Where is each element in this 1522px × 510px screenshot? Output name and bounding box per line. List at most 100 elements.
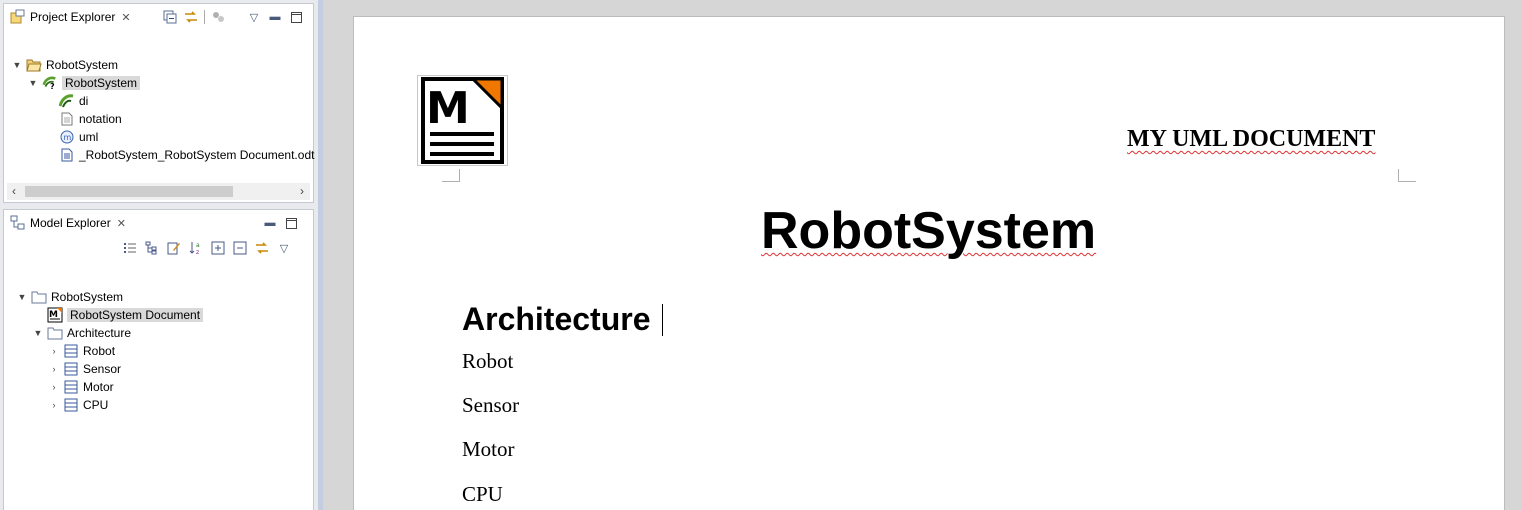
chevron-right-icon[interactable]: › <box>52 382 56 392</box>
tree-item-robot[interactable]: › Robot <box>48 342 116 360</box>
model-explorer-window-controls: ▬ <box>262 214 299 232</box>
project-explorer-toolbar: ▽ ▬ <box>162 8 304 26</box>
tree-item-uml[interactable]: m uml <box>59 128 98 146</box>
edit-properties-icon[interactable] <box>166 240 182 256</box>
tree-item-label: RobotSystem <box>62 76 141 90</box>
scrollbar-thumb[interactable] <box>25 186 233 197</box>
paragraph-sensor: Sensor <box>462 393 520 417</box>
horizontal-scrollbar[interactable]: ‹ › <box>7 183 310 200</box>
tree-item-odt-document[interactable]: _RobotSystem_RobotSystem Document.odt <box>59 146 314 164</box>
crop-mark <box>1398 169 1416 182</box>
scroll-right-icon[interactable]: › <box>300 184 304 198</box>
project-explorer-tab[interactable]: Project Explorer ✕ <box>7 7 134 27</box>
model-explorer-icon <box>10 215 25 230</box>
tree-item-robotsystem-model[interactable]: ▼ ? RobotSystem <box>27 74 141 92</box>
tree-item-label: notation <box>79 112 122 126</box>
class-icon <box>63 361 79 377</box>
paragraph-cpu: CPU <box>462 482 503 506</box>
tree-item-label: _RobotSystem_RobotSystem Document.odt <box>79 148 315 162</box>
chevron-right-icon[interactable]: › <box>52 400 56 410</box>
svg-text:M: M <box>49 310 58 320</box>
link-with-editor-icon[interactable] <box>183 9 199 25</box>
tree-item-robotsystem-document[interactable]: M RobotSystem Document <box>47 306 204 324</box>
document-title: RobotSystem <box>761 202 1097 260</box>
view-menu-chevron-icon[interactable]: ▽ <box>279 242 289 255</box>
collapse-all-icon[interactable] <box>232 240 248 256</box>
toolbar-separator <box>204 10 205 24</box>
header-title: MY UML DOCUMENT <box>1127 126 1376 152</box>
chevron-down-icon[interactable]: ▼ <box>33 328 43 338</box>
tree-item-motor[interactable]: › Motor <box>48 378 114 396</box>
tree-item-cpu[interactable]: › CPU <box>48 396 109 414</box>
class-icon <box>63 343 79 359</box>
tree-item-label: RobotSystem Document <box>67 308 204 322</box>
tree-item-architecture[interactable]: ▼ Architecture <box>32 324 132 342</box>
view-menu-chevron-icon[interactable]: ▽ <box>249 11 259 24</box>
svg-text:z: z <box>196 249 199 255</box>
chevron-right-icon[interactable]: › <box>52 346 56 356</box>
tree-item-robotsystem-project[interactable]: ▼ RobotSystem <box>11 56 119 74</box>
tree-item-label: di <box>79 94 89 108</box>
collapse-all-icon[interactable] <box>162 9 178 25</box>
tree-item-label: Robot <box>83 344 116 358</box>
scroll-left-icon[interactable]: ‹ <box>12 184 16 198</box>
tree-item-notation[interactable]: notation <box>59 110 122 128</box>
svg-text:m: m <box>64 133 72 142</box>
maximize-icon[interactable] <box>288 9 304 25</box>
link-with-editor-icon[interactable] <box>254 240 270 256</box>
papyrus-model-icon: ? <box>42 75 58 91</box>
tree-item-label: Sensor <box>83 362 122 376</box>
left-panel: Project Explorer ✕ ▽ ▬ ▼ RobotSystem <box>0 0 320 510</box>
tree-view-icon[interactable] <box>144 240 160 256</box>
svg-text:?: ? <box>50 82 55 91</box>
document-template-icon: M <box>47 307 63 323</box>
filter-icon[interactable] <box>210 9 226 25</box>
chevron-right-icon[interactable]: › <box>52 364 56 374</box>
chevron-down-icon[interactable]: ▼ <box>28 78 38 88</box>
tree-item-label: Motor <box>83 380 114 394</box>
chevron-down-icon[interactable]: ▼ <box>17 292 27 302</box>
logo-letter: M <box>426 83 470 134</box>
crop-mark <box>442 169 460 182</box>
model-explorer-title: Model Explorer <box>30 216 111 230</box>
expand-all-icon[interactable] <box>210 240 226 256</box>
paragraph-motor: Motor <box>462 437 515 461</box>
tree-item-label: Architecture <box>67 326 132 340</box>
maximize-icon[interactable] <box>283 215 299 231</box>
folder-open-icon <box>26 57 42 73</box>
close-icon[interactable]: ✕ <box>116 217 126 230</box>
minimize-icon[interactable]: ▬ <box>269 11 281 23</box>
panel-splitter[interactable] <box>318 0 323 510</box>
document-editor: M MY UML DOCUMENT RobotSystem Architectu… <box>323 0 1522 510</box>
tree-item-di[interactable]: di <box>59 92 88 110</box>
tree-item-label: RobotSystem <box>51 290 124 304</box>
close-icon[interactable]: ✕ <box>121 11 131 24</box>
class-icon <box>63 397 79 413</box>
project-explorer-tabbar: Project Explorer ✕ ▽ ▬ <box>4 4 313 28</box>
tree-item-label: CPU <box>83 398 109 412</box>
model-explorer-tab[interactable]: Model Explorer ✕ <box>7 213 129 233</box>
svg-text:a: a <box>196 242 200 249</box>
list-view-icon[interactable] <box>122 240 138 256</box>
tree-item-label: uml <box>79 130 99 144</box>
project-explorer-icon <box>10 9 25 24</box>
file-icon <box>59 111 75 127</box>
document-logo: M <box>417 75 508 166</box>
tree-item-robotsystem-package[interactable]: ▼ RobotSystem <box>16 288 124 306</box>
class-icon <box>63 379 79 395</box>
minimize-icon[interactable]: ▬ <box>264 217 276 229</box>
package-icon <box>31 289 47 305</box>
papyrus-document-logo-icon: M <box>421 77 504 164</box>
tree-item-sensor[interactable]: › Sensor <box>48 360 122 378</box>
text-cursor <box>662 304 663 336</box>
tree-item-label: RobotSystem <box>46 58 119 72</box>
odt-file-icon <box>59 147 75 163</box>
chevron-down-icon[interactable]: ▼ <box>12 60 22 70</box>
papyrus-di-icon <box>59 93 75 109</box>
project-explorer-title: Project Explorer <box>30 10 116 24</box>
document-page[interactable]: M MY UML DOCUMENT RobotSystem Architectu… <box>353 16 1505 510</box>
package-icon <box>47 325 63 341</box>
